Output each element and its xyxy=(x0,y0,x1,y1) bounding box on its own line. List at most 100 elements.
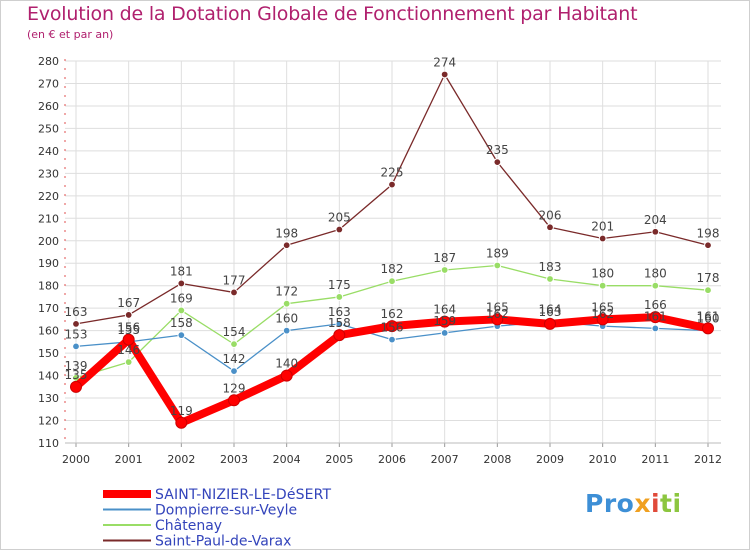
data-label: 140 xyxy=(275,357,298,371)
data-label: 183 xyxy=(539,260,562,274)
data-label: 182 xyxy=(381,262,404,276)
data-point xyxy=(335,293,344,301)
data-label: 129 xyxy=(223,381,246,395)
data-point xyxy=(491,313,504,326)
data-label: 135 xyxy=(65,368,88,382)
x-tick-label: 2002 xyxy=(167,453,195,466)
data-label: 139 xyxy=(65,359,88,373)
data-label: 177 xyxy=(223,273,246,287)
data-point xyxy=(651,227,660,236)
x-tick-label: 2008 xyxy=(483,453,511,466)
y-tick-label: 240 xyxy=(38,145,59,158)
data-point xyxy=(335,320,344,328)
data-label: 180 xyxy=(644,267,667,281)
data-label: 165 xyxy=(591,300,614,314)
data-label: 160 xyxy=(697,312,720,326)
data-label: 189 xyxy=(486,246,509,260)
data-label: 153 xyxy=(65,327,88,341)
data-label: 198 xyxy=(275,226,298,240)
data-point xyxy=(282,241,291,250)
data-point xyxy=(598,234,607,243)
legend-label: SAINT-NIZIER-LE-DéSERT xyxy=(155,487,331,503)
data-label: 163 xyxy=(539,305,562,319)
data-point xyxy=(546,223,554,232)
y-tick-label: 140 xyxy=(38,370,59,383)
data-point xyxy=(438,315,451,328)
y-tick-label: 260 xyxy=(38,100,59,113)
data-point xyxy=(124,358,133,367)
data-point xyxy=(230,367,238,375)
data-label: 161 xyxy=(644,309,667,323)
data-label: 142 xyxy=(223,352,246,366)
data-label: 154 xyxy=(223,325,246,339)
chart-subtitle: (en € et par an) xyxy=(27,28,114,41)
x-tick-label: 2010 xyxy=(589,453,617,466)
data-label: 164 xyxy=(539,303,562,317)
data-label: 180 xyxy=(591,267,614,281)
data-point xyxy=(124,311,133,319)
y-tick-label: 150 xyxy=(38,347,59,360)
legend: SAINT-NIZIER-LE-DéSERTDompierre-sur-Veyl… xyxy=(103,487,331,549)
data-point xyxy=(177,279,186,288)
data-point xyxy=(651,281,660,290)
x-tick-label: 2003 xyxy=(220,453,248,466)
data-label: 162 xyxy=(486,307,509,321)
data-point xyxy=(704,286,712,295)
data-label: 163 xyxy=(65,305,88,319)
legend-label: Châtenay xyxy=(155,518,222,534)
y-tick-label: 280 xyxy=(38,55,59,68)
y-tick-label: 130 xyxy=(38,392,59,405)
data-point xyxy=(333,329,346,342)
data-label: 204 xyxy=(644,213,667,227)
data-label: 158 xyxy=(170,316,193,330)
data-label: 119 xyxy=(170,404,193,418)
data-label: 201 xyxy=(591,220,614,234)
data-point xyxy=(704,241,712,250)
data-point xyxy=(493,158,502,167)
data-point xyxy=(651,324,660,333)
y-tick-label: 250 xyxy=(38,122,59,135)
data-label: 155 xyxy=(117,323,140,337)
data-label: 167 xyxy=(117,296,140,310)
data-point xyxy=(280,369,293,382)
y-tick-label: 120 xyxy=(38,415,59,428)
data-point xyxy=(335,225,344,234)
data-point xyxy=(177,306,186,315)
data-label: 164 xyxy=(433,303,456,317)
x-tick-label: 2009 xyxy=(536,453,564,466)
data-label: 274 xyxy=(433,55,456,69)
y-tick-label: 180 xyxy=(38,280,59,293)
data-point xyxy=(70,380,82,393)
x-tick-label: 2007 xyxy=(431,453,459,466)
legend-label: Dompierre-sur-Veyle xyxy=(155,503,297,519)
data-point xyxy=(493,261,502,270)
data-point xyxy=(440,266,449,274)
data-label: 156 xyxy=(381,321,404,335)
data-point xyxy=(544,317,556,330)
data-point xyxy=(72,320,80,328)
data-point xyxy=(282,326,291,335)
data-point xyxy=(388,277,396,286)
data-label: 187 xyxy=(433,251,456,265)
data-label: 172 xyxy=(275,285,298,299)
y-tick-label: 110 xyxy=(38,437,59,450)
data-label: 146 xyxy=(117,343,140,357)
data-label: 235 xyxy=(486,143,509,157)
chart-title: Evolution de la Dotation Globale de Fonc… xyxy=(27,3,638,25)
data-point xyxy=(177,331,186,340)
data-label: 160 xyxy=(275,312,298,326)
data-label: 166 xyxy=(644,298,667,312)
y-tick-label: 230 xyxy=(38,167,59,180)
data-label: 163 xyxy=(328,305,351,319)
x-tick-label: 2006 xyxy=(378,453,406,466)
axes: 110 120 130 140 150 160 170 180 190 200 210 220 230 2… xyxy=(38,55,722,466)
x-tick-label: 2001 xyxy=(115,453,143,466)
data-point xyxy=(546,275,554,283)
data-label: 181 xyxy=(170,264,193,278)
grid xyxy=(65,60,721,444)
y-tick-label: 170 xyxy=(38,302,59,315)
data-label: 165 xyxy=(486,300,509,314)
data-label: 198 xyxy=(697,226,720,240)
